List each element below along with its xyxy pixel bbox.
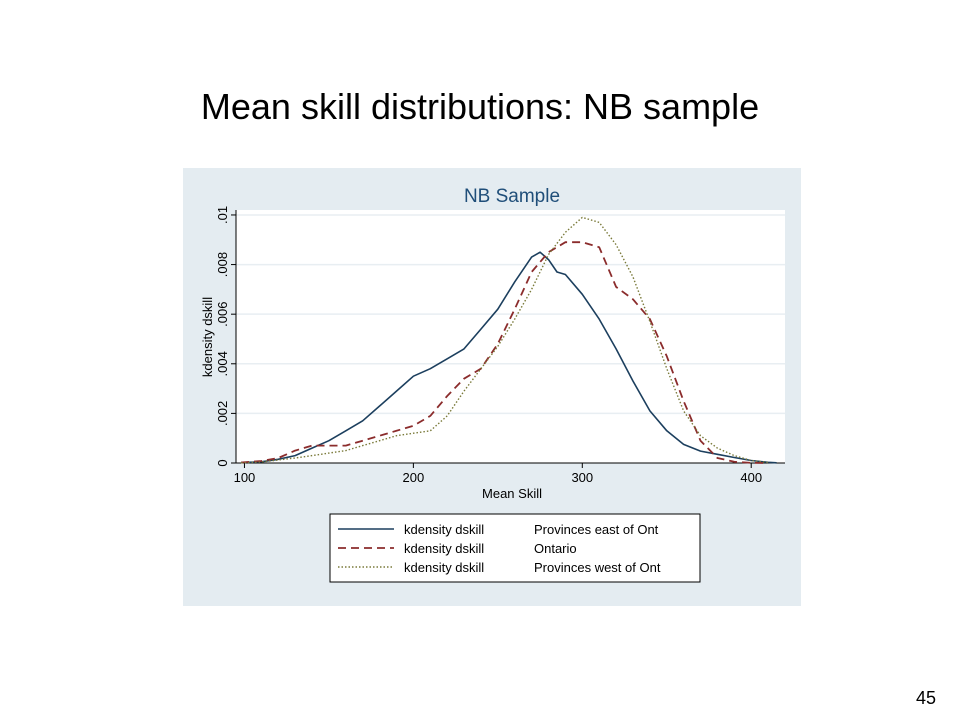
x-tick-label: 400 bbox=[740, 470, 762, 485]
series-line-west bbox=[241, 216, 769, 464]
chart-title: NB Sample bbox=[464, 186, 560, 207]
plot-area bbox=[236, 210, 785, 463]
legend-label-variable: kdensity dskill bbox=[404, 541, 484, 556]
y-tick-label: .002 bbox=[215, 401, 230, 426]
series-group bbox=[241, 216, 777, 464]
grid-lines bbox=[236, 214, 785, 415]
y-axis-label: kdensity dskill bbox=[200, 297, 215, 377]
legend-label-series: Provinces west of Ont bbox=[534, 560, 661, 575]
legend-label-series: Ontario bbox=[534, 541, 577, 556]
y-tick-label: .006 bbox=[215, 302, 230, 327]
legend-label-series: Provinces east of Ont bbox=[534, 522, 659, 537]
legend-label-variable: kdensity dskill bbox=[404, 522, 484, 537]
series-line-east bbox=[241, 251, 777, 464]
x-axis-label: Mean Skill bbox=[482, 486, 542, 501]
x-tick-label: 300 bbox=[571, 470, 593, 485]
y-tick-label: .004 bbox=[215, 351, 230, 376]
slide-title: Mean skill distributions: NB sample bbox=[200, 86, 760, 127]
x-tick-label: 200 bbox=[403, 470, 425, 485]
y-axis: 0 .002 .004 .006 .008 .01 bbox=[215, 206, 237, 467]
y-tick-label: 0 bbox=[215, 459, 230, 466]
y-tick-label: .008 bbox=[215, 252, 230, 277]
chart-legend: kdensity dskill Provinces east of Ont kden… bbox=[329, 513, 701, 583]
x-axis: 100 200 300 400 bbox=[234, 462, 785, 485]
legend-label-variable: kdensity dskill bbox=[404, 560, 484, 575]
series-line-ontario bbox=[241, 241, 769, 464]
y-tick-label: .01 bbox=[215, 206, 230, 224]
page-number: 45 bbox=[915, 688, 936, 708]
x-tick-label: 100 bbox=[234, 470, 256, 485]
